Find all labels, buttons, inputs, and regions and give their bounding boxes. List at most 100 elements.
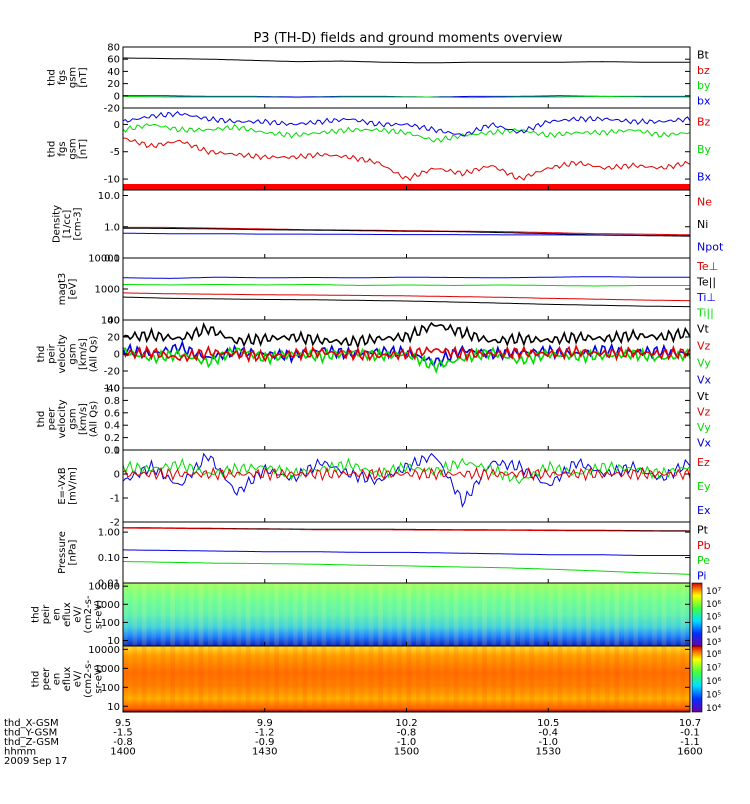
spectrogram-texture [179,646,185,712]
y-axis-label: (All Qs) [88,336,99,373]
spectrogram-texture [548,583,553,646]
y-axis-label: thd [31,671,42,688]
spectrogram-texture [538,646,544,712]
colorbar-tick-label: 10⁵ [706,691,721,701]
y-tick-label: 100 [101,316,120,327]
colorbar-tick-label: 10⁴ [706,625,721,635]
y-axis-label: E=-VxB [57,467,68,504]
time-row-value: -0.1 [680,728,700,739]
spectrogram-texture [482,583,487,646]
spectrogram-texture [680,583,686,646]
panel-5: 40 20 0 -20 -40 thd peir velocity gsm [km/s] (All … [36,316,712,395]
spectrogram-texture [557,583,563,646]
time-row-value: 1600 [677,747,702,758]
spectrogram-texture [661,583,667,646]
y-tick-label: 20 [107,333,120,344]
time-row-label: thd_X-GSM [4,718,59,729]
spectrogram-texture [671,646,676,712]
spectrogram-texture [264,646,270,712]
y-tick-label: 0.0 [104,446,120,457]
panel-frame [122,46,691,109]
y-axis-label: sr-eV) [94,664,105,693]
spectrogram-texture [179,583,185,646]
y-axis-label: gsm [67,67,78,88]
y-axis-label: peer [41,667,52,691]
spectrogram-texture [245,646,251,712]
y-tick-label: 10.0 [98,191,120,202]
y-axis-label: peir [46,343,57,363]
series-line-Te⊥ [123,292,691,302]
spectrogram-texture [151,646,157,712]
time-row-value: 1400 [110,747,135,758]
time-row-value: -0.8 [113,737,133,748]
legend-bx: bx [697,94,711,107]
spectrogram-texture [444,646,450,712]
y-axis-label: [nT] [78,67,89,87]
spectrogram-texture [529,646,535,712]
spectrogram-texture [274,583,279,646]
y-axis-label: Pressure [57,531,68,574]
spectrogram-texture [274,646,279,712]
legend-Te||: Te|| [696,275,716,288]
y-tick-label: 1.0 [104,222,120,233]
spectrogram-texture [123,646,128,712]
legend-Ey: Ey [697,480,711,493]
y-tick-label: 0.6 [104,408,120,419]
panel-frame [122,257,691,321]
spectrogram-texture [293,646,298,712]
spectrogram-texture [236,583,242,646]
spectrogram-texture [604,583,610,646]
y-tick-label: 40 [107,67,120,78]
y-tick-label: 100 [101,618,120,629]
y-axis-label: velocity [57,399,68,438]
y-tick-label: 10000 [88,254,120,265]
spectrogram-texture [141,583,147,646]
y-tick-label: -10 [104,175,120,186]
panel-frame [122,387,691,451]
time-row-value: -1.0 [538,737,558,748]
spectrogram-texture [264,583,270,646]
series-line-Pi [123,549,690,556]
time-row-value: 10.7 [679,718,701,729]
spectrogram-texture [198,583,204,646]
spectrogram-texture [359,583,364,646]
spectrogram-fill [123,583,690,646]
y-axis-label: [mV/m] [67,467,78,505]
spectrogram-texture [406,646,412,712]
legend-Npot: Npot [697,241,724,254]
panel-10: 10⁸ 10⁷ 10⁶ 10⁵ 10⁴ 10000 1000 100 10 thd peer en ef… [31,645,722,714]
time-row-label: thd_Y-GSM [4,728,57,739]
y-tick-label: 10000 [88,645,120,656]
spectrogram-texture [123,583,128,646]
y-tick-label: -5 [110,147,120,158]
spectrogram-texture [387,646,393,712]
spectrogram-texture [349,646,355,712]
spectrogram-texture [217,583,223,646]
spectrogram-texture [236,646,242,712]
spectrogram-texture [255,646,261,712]
spectrogram-texture [548,646,553,712]
spectrogram-texture [567,646,572,712]
y-axis-label: (All Qs) [88,401,99,438]
y-tick-label: 0.8 [104,396,120,407]
spectrogram-texture [519,646,525,712]
spectrogram-texture [208,583,213,646]
legend-Vz: Vz [697,340,711,353]
panel-9: 10⁷ 10⁶ 10⁵ 10⁴ 10³ 10000 1000 100 10 thd peir en ef… [31,582,722,648]
y-axis-label: [nPa] [67,539,78,565]
legend-Bz: Bz [697,116,711,129]
y-axis-label: gsm [67,138,78,159]
plot-date: 2009 Sep 17 [4,756,67,767]
y-axis-label: [cm-3] [73,207,84,240]
time-row-value: 10.2 [395,718,417,729]
spectrogram-texture [387,583,393,646]
spectrogram-texture [189,583,194,646]
spectrogram-texture [330,583,336,646]
legend-Te⊥: Te⊥ [696,260,718,273]
spectrogram-texture [330,646,336,712]
y-axis-label: [km/s] [78,403,89,435]
y-tick-label: 20 [107,79,120,90]
